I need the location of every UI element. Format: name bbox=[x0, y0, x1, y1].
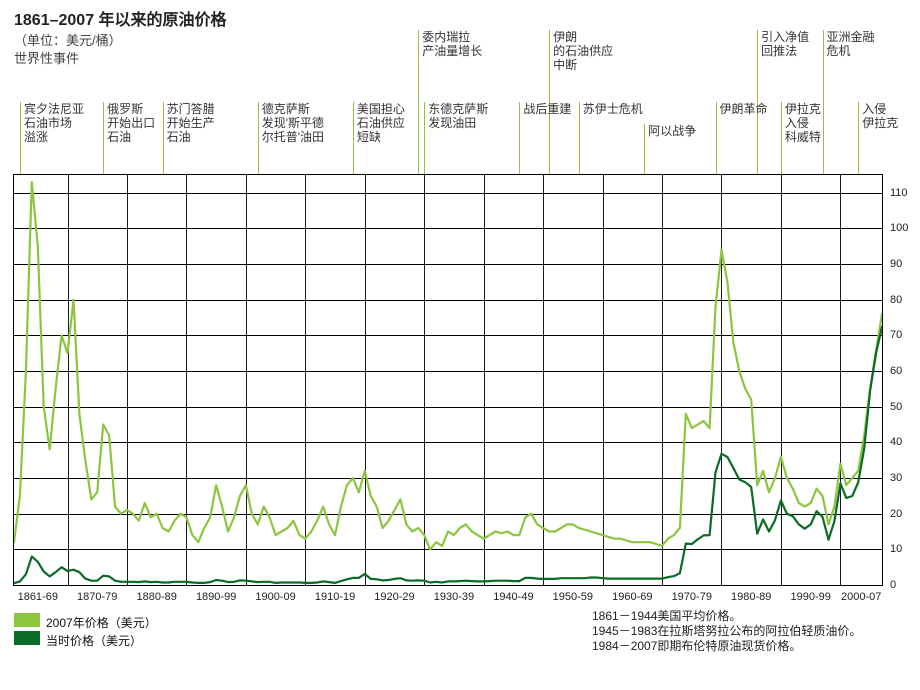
event-label: 美国担心石油供应短缺 bbox=[357, 102, 405, 144]
event-label: 苏伊士危机 bbox=[583, 102, 643, 116]
event-label: 宾夕法尼亚石油市场溢涨 bbox=[24, 102, 84, 144]
event-stem bbox=[781, 102, 782, 175]
x-tick-label: 1890-99 bbox=[196, 591, 236, 603]
event-stem bbox=[823, 30, 824, 175]
x-tick-label: 1990-99 bbox=[790, 591, 830, 603]
event-stem bbox=[424, 102, 425, 175]
event-stem bbox=[644, 124, 645, 175]
footnote-line: 1945－1983在拉斯塔努拉公布的阿拉伯轻质油价。 bbox=[592, 624, 861, 639]
event-stem bbox=[353, 102, 354, 175]
x-tick-label: 1940-49 bbox=[493, 591, 533, 603]
event-label: 伊朗的石油供应中断 bbox=[553, 30, 613, 72]
event-stem bbox=[258, 102, 259, 175]
event-label: 入侵伊拉克 bbox=[862, 102, 898, 130]
y-tick-label: 30 bbox=[890, 472, 902, 484]
x-tick-label: 1920-29 bbox=[374, 591, 414, 603]
x-tick-label: 1980-89 bbox=[731, 591, 771, 603]
footnote-line: 1861－1944美国平均价格。 bbox=[592, 609, 861, 624]
event-stem bbox=[519, 102, 520, 175]
event-label: 苏门答腊开始生产石油 bbox=[167, 102, 215, 144]
y-tick-label: 20 bbox=[890, 508, 902, 520]
event-stem bbox=[716, 102, 717, 175]
line-series-svg bbox=[14, 175, 882, 585]
chart-subtitle: 世界性事件 bbox=[14, 48, 79, 67]
chart-title: 1861–2007 年以来的原油价格 bbox=[14, 6, 227, 30]
legend-label: 2007年价格（美元） bbox=[46, 614, 157, 631]
chart-unit: （单位：美元/桶） bbox=[14, 30, 122, 49]
event-label: 德克萨斯发现'斯平德尔托普'油田 bbox=[262, 102, 324, 144]
event-stem bbox=[163, 102, 164, 175]
x-tick-label: 1910-19 bbox=[315, 591, 355, 603]
event-stem bbox=[20, 102, 21, 175]
x-tick-label: 1861-69 bbox=[18, 591, 58, 603]
event-label: 委内瑞拉产油量增长 bbox=[422, 30, 482, 58]
y-tick-label: 40 bbox=[890, 436, 902, 448]
legend-swatch bbox=[14, 631, 40, 645]
x-tick-label: 1880-89 bbox=[136, 591, 176, 603]
y-tick-label: 10 bbox=[890, 543, 902, 555]
x-tick-label: 1970-79 bbox=[672, 591, 712, 603]
event-label: 引入净值回推法 bbox=[761, 30, 809, 58]
legend-label: 当时价格（美元） bbox=[46, 632, 142, 649]
event-stem bbox=[858, 102, 859, 175]
plot-area bbox=[14, 175, 882, 585]
y-tick-label: 100 bbox=[890, 222, 908, 234]
event-label: 战后重建 bbox=[523, 102, 571, 116]
event-label: 俄罗斯开始出口石油 bbox=[107, 102, 155, 144]
event-label: 亚洲金融危机 bbox=[827, 30, 875, 58]
chart-root: 1861–2007 年以来的原油价格 （单位：美元/桶） 世界性事件 委内瑞拉产… bbox=[0, 0, 920, 690]
y-tick-label: 110 bbox=[890, 187, 908, 199]
y-tick-label: 80 bbox=[890, 294, 902, 306]
event-label: 阿以战争 bbox=[648, 124, 696, 138]
y-tick-label: 0 bbox=[890, 579, 896, 591]
event-stem bbox=[579, 102, 580, 175]
x-tick-label: 1900-09 bbox=[255, 591, 295, 603]
event-stem bbox=[418, 30, 419, 175]
y-tick-label: 60 bbox=[890, 365, 902, 377]
x-tick-label: 1960-69 bbox=[612, 591, 652, 603]
x-tick-label: 1930-39 bbox=[434, 591, 474, 603]
series-current-price bbox=[14, 327, 882, 583]
footnotes-block: 1861－1944美国平均价格。1945－1983在拉斯塔努拉公布的阿拉伯轻质油… bbox=[592, 609, 861, 654]
event-label: 伊朗革命 bbox=[720, 102, 768, 116]
y-tick-label: 50 bbox=[890, 401, 902, 413]
legend-swatch bbox=[14, 613, 40, 627]
x-tick-label: 1870-79 bbox=[77, 591, 117, 603]
x-tick-label: 1950-59 bbox=[553, 591, 593, 603]
y-tick-label: 70 bbox=[890, 329, 902, 341]
y-tick-label: 90 bbox=[890, 258, 902, 270]
event-label: 伊拉克入侵科威特 bbox=[785, 102, 821, 144]
x-tick-label: 2000-07 bbox=[841, 591, 881, 603]
footnote-line: 1984－2007即期布伦特原油现货价格。 bbox=[592, 639, 861, 654]
event-label: 东德克萨斯发现油田 bbox=[428, 102, 488, 130]
event-stem bbox=[103, 102, 104, 175]
